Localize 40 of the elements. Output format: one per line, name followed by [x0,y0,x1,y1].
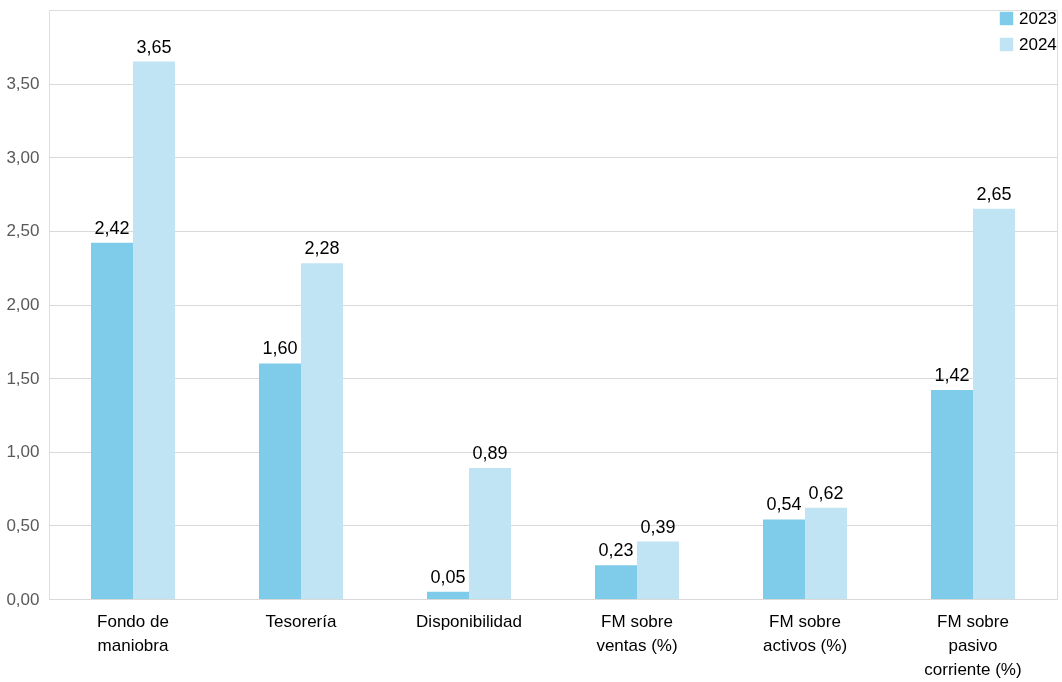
y-tick-label: 0,50 [6,515,40,535]
y-tick-label: 3,50 [6,74,40,94]
y-tick-label: 1,50 [6,368,40,388]
y-tick-label: 3,00 [6,147,40,167]
data-label: 2,65 [976,183,1012,204]
x-tick-label: Fondo de maniobra [97,611,169,655]
data-label: 2,42 [94,217,130,238]
data-label: 2,28 [304,238,340,259]
bar [595,565,637,599]
data-label: 0,05 [430,566,466,587]
y-tick-label: 0,00 [6,589,40,609]
data-label: 1,42 [934,364,970,385]
bar [301,263,343,599]
bar [427,591,469,599]
legend-label: 2023 [1019,8,1057,28]
data-label: 0,23 [598,540,634,561]
data-label: 0,89 [472,442,508,463]
x-tick-label: Tesorería [265,611,337,631]
data-label: 0,54 [766,494,802,515]
bar [805,507,847,599]
bar [931,389,973,599]
data-label: 3,65 [136,36,172,57]
x-tick-label: Disponibilidad [416,611,522,631]
legend-label: 2024 [1019,34,1057,54]
data-label: 1,60 [262,338,298,359]
bar [133,61,175,599]
bar [973,208,1015,599]
data-label: 0,62 [808,482,844,503]
x-tick-label: FM sobre pasivo corriente (%) [924,611,1022,679]
bar [91,242,133,599]
y-tick-label: 2,00 [6,295,40,314]
bar [763,519,805,599]
data-label: 0,39 [640,516,676,537]
x-tick-label: FM sobre ventas (%) [596,611,678,655]
y-tick-label: 2,50 [6,221,40,241]
x-tick-label: FM sobre activos (%) [762,611,848,655]
bar [469,467,511,599]
bar [637,541,679,599]
bar [259,363,301,599]
y-tick-label: 1,00 [6,442,40,462]
